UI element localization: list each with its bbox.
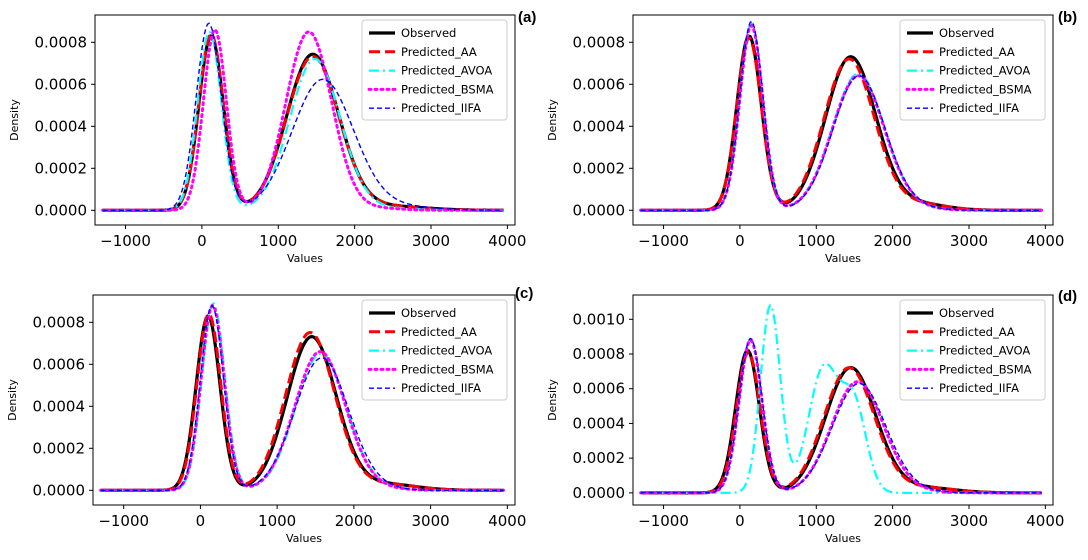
panel-label: (a) bbox=[518, 9, 536, 26]
x-tick-label: 2000 bbox=[335, 512, 373, 530]
axes-frame bbox=[92, 294, 516, 506]
axes-frame bbox=[632, 14, 1054, 226]
x-tick-label: 0 bbox=[735, 512, 745, 530]
y-tick-label: 0.0004 bbox=[573, 117, 626, 135]
x-tick-label: 4000 bbox=[488, 512, 526, 530]
axes-frame bbox=[94, 14, 516, 226]
x-tick-label: −1000 bbox=[100, 232, 151, 250]
y-axis-label: Density bbox=[6, 379, 19, 421]
legend-label: Predicted_IIFA bbox=[939, 101, 1019, 115]
x-tick-label: 3000 bbox=[412, 512, 450, 530]
legend-label: Predicted_IIFA bbox=[401, 381, 481, 395]
legend-label: Predicted_IIFA bbox=[939, 381, 1019, 395]
legend-label: Predicted_AA bbox=[401, 325, 477, 339]
legend-box bbox=[361, 299, 508, 401]
y-axis-label: Density bbox=[546, 99, 559, 141]
y-tick-label: 0.0006 bbox=[35, 75, 88, 93]
y-tick-label: 0.0006 bbox=[573, 380, 626, 398]
x-tick-label: 2000 bbox=[336, 232, 374, 250]
chart-panel-1: −1000 0 1000 2000 3000 4000 0.0000 0.0002 0.0004… bbox=[546, 9, 1077, 265]
y-tick-label: 0.0000 bbox=[573, 201, 626, 219]
series-line-predicted-iifa bbox=[102, 22, 504, 211]
panel-label: (b) bbox=[1058, 9, 1077, 26]
legend-label: Observed bbox=[939, 26, 994, 40]
x-tick-label: 2000 bbox=[874, 232, 912, 250]
x-axis-label: Values bbox=[286, 532, 322, 545]
y-tick-label: 0.0000 bbox=[573, 484, 626, 502]
x-tick-label: 1000 bbox=[797, 512, 835, 530]
x-tick-label: −1000 bbox=[638, 512, 689, 530]
y-tick-label: 0.0002 bbox=[573, 449, 626, 467]
legend-label: Predicted_BSMA bbox=[401, 362, 494, 376]
x-tick-label: 1000 bbox=[258, 512, 296, 530]
legend-label: Observed bbox=[939, 306, 994, 320]
y-tick-label: 0.0004 bbox=[573, 414, 626, 432]
legend-label: Predicted_BSMA bbox=[939, 82, 1032, 96]
y-tick-label: 0.0008 bbox=[573, 33, 626, 51]
legend-label: Predicted_AA bbox=[401, 45, 477, 59]
series-line-predicted-iifa bbox=[100, 304, 504, 491]
legend-box bbox=[899, 299, 1046, 401]
x-tick-label: 0 bbox=[197, 232, 207, 250]
legend-label: Predicted_AVOA bbox=[939, 64, 1030, 78]
x-axis-label: Values bbox=[287, 252, 323, 265]
x-tick-label: −1000 bbox=[98, 512, 149, 530]
legend-label: Predicted_AA bbox=[939, 45, 1015, 59]
legend: Observed Predicted_AA Predicted_AVOA Predic… bbox=[361, 19, 508, 121]
legend: Observed Predicted_AA Predicted_AVOA Predic… bbox=[899, 299, 1046, 401]
chart-panel-0: −1000 0 1000 2000 3000 4000 0.0000 0.0002 0.0004… bbox=[8, 9, 536, 265]
x-tick-label: −1000 bbox=[638, 232, 689, 250]
x-tick-label: 0 bbox=[735, 232, 745, 250]
legend: Observed Predicted_AA Predicted_AVOA Predic… bbox=[899, 19, 1046, 121]
y-tick-label: 0.0008 bbox=[33, 313, 86, 331]
y-tick-label: 0.0002 bbox=[35, 159, 88, 177]
legend: Observed Predicted_AA Predicted_AVOA Predic… bbox=[361, 299, 508, 401]
x-tick-label: 4000 bbox=[1026, 232, 1064, 250]
x-tick-label: 3000 bbox=[950, 512, 988, 530]
y-tick-label: 0.0008 bbox=[573, 345, 626, 363]
legend-label: Observed bbox=[401, 26, 456, 40]
series-line-predicted-iifa bbox=[640, 20, 1042, 211]
x-axis-label: Values bbox=[825, 532, 861, 545]
x-tick-label: 0 bbox=[196, 512, 206, 530]
legend-label: Predicted_BSMA bbox=[401, 82, 494, 96]
y-tick-label: 0.0002 bbox=[33, 439, 86, 457]
y-tick-label: 0.0000 bbox=[35, 201, 88, 219]
legend-label: Predicted_AVOA bbox=[401, 344, 492, 358]
x-axis-label: Values bbox=[825, 252, 861, 265]
x-tick-label: 1000 bbox=[259, 232, 297, 250]
y-tick-label: 0.0006 bbox=[33, 355, 86, 373]
x-tick-label: 1000 bbox=[797, 232, 835, 250]
legend-label: Predicted_IIFA bbox=[401, 101, 481, 115]
y-tick-label: 0.0004 bbox=[33, 397, 86, 415]
legend-box bbox=[899, 19, 1046, 121]
chart-panel-3: −1000 0 1000 2000 3000 4000 0.0000 0.0002 0.0004… bbox=[546, 288, 1077, 545]
x-tick-label: 3000 bbox=[412, 232, 450, 250]
legend-label: Predicted_AVOA bbox=[401, 64, 492, 78]
legend-label: Predicted_BSMA bbox=[939, 362, 1032, 376]
legend-label: Observed bbox=[401, 306, 456, 320]
x-tick-label: 3000 bbox=[950, 232, 988, 250]
x-tick-label: 2000 bbox=[874, 512, 912, 530]
y-axis-label: Density bbox=[546, 379, 559, 421]
x-tick-label: 4000 bbox=[488, 232, 526, 250]
y-tick-label: 0.0002 bbox=[573, 159, 626, 177]
y-tick-label: 0.0000 bbox=[33, 481, 86, 499]
series-line-predicted-bsma bbox=[101, 27, 506, 212]
legend-label: Predicted_AA bbox=[939, 325, 1015, 339]
panel-label: (d) bbox=[1058, 288, 1077, 305]
x-tick-label: 4000 bbox=[1026, 512, 1064, 530]
y-tick-label: 0.0008 bbox=[35, 33, 88, 51]
series-line-predicted-iifa bbox=[640, 337, 1042, 494]
y-tick-label: 0.0010 bbox=[573, 310, 626, 328]
axes-frame bbox=[632, 294, 1054, 506]
y-tick-label: 0.0004 bbox=[35, 117, 88, 135]
legend-label: Predicted_AVOA bbox=[939, 344, 1030, 358]
chart-panel-2: −1000 0 1000 2000 3000 4000 0.0000 0.0002 0.0004… bbox=[6, 285, 533, 545]
y-tick-label: 0.0006 bbox=[573, 75, 626, 93]
legend-box bbox=[361, 19, 508, 121]
y-axis-label: Density bbox=[8, 99, 21, 141]
panel-label: (c) bbox=[515, 285, 533, 302]
